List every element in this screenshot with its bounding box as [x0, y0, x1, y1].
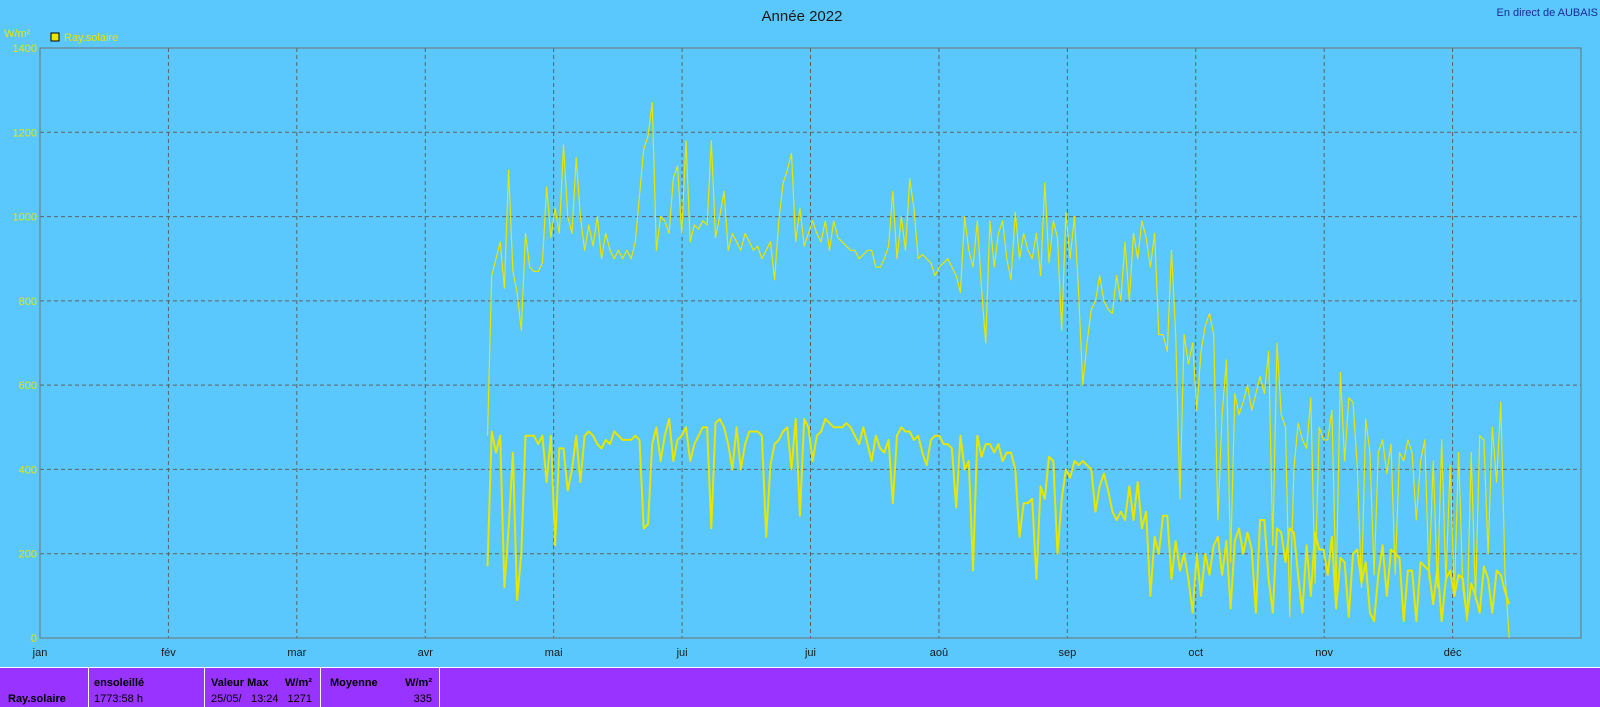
mean-header: Moyenne: [330, 677, 378, 689]
x-tick-label: avr: [418, 647, 434, 659]
mean-unit: W/m²: [405, 677, 432, 689]
stats-series-name: Ray.solaire: [8, 693, 66, 705]
legend: Ray.solaire: [50, 32, 118, 44]
y-tick-label: 800: [19, 296, 37, 308]
y-tick-label: 1000: [13, 212, 37, 224]
series-layer: [486, 101, 1511, 639]
max-time: 13:24: [251, 693, 279, 705]
y-tick-label: 0: [31, 633, 37, 645]
max-value: 1271: [287, 693, 312, 705]
y-axis: 0 200 400 600 800 1000 1200 1400: [13, 43, 37, 645]
y-axis-unit-label: W/m²: [4, 28, 31, 40]
live-station-label: En direct de AUBAIS: [1497, 7, 1599, 19]
mean-value: 335: [413, 693, 432, 705]
stats-sunshine-cell: ensoleillé 1773:58 h: [89, 668, 205, 707]
series-line-daily-max: [486, 101, 1510, 639]
x-tick-label: mai: [545, 647, 563, 659]
chart-title: Année 2022: [762, 8, 843, 25]
max-date: 25/05/: [211, 693, 242, 705]
x-tick-label: oct: [1188, 647, 1203, 659]
legend-label: Ray.solaire: [64, 32, 118, 44]
series-line-daily-mean: [486, 417, 1511, 623]
y-tick-label: 400: [19, 464, 37, 476]
x-tick-label: jan: [32, 647, 48, 659]
grid-layer: [40, 48, 1581, 638]
stats-max-cell: Valeur Max W/m² 25/05/ 13:24 1271: [205, 668, 321, 707]
x-tick-label: jui: [804, 647, 816, 659]
y-tick-label: 600: [19, 380, 37, 392]
y-tick-label: 1400: [13, 43, 37, 55]
x-tick-label: sep: [1058, 647, 1076, 659]
x-tick-label: jui: [676, 647, 688, 659]
plot-frame: [39, 47, 1582, 639]
x-tick-label: déc: [1444, 647, 1462, 659]
x-tick-label: fév: [161, 647, 176, 659]
y-tick-label: 200: [19, 549, 37, 561]
stats-series-cell: Ray.solaire: [0, 668, 89, 707]
solar-radiation-chart: Année 2022 En direct de AUBAIS W/m² Ray.…: [4, 7, 1599, 659]
stats-panel: Ray.solaire ensoleillé 1773:58 h Valeur …: [0, 667, 1600, 707]
stats-mean-cell: Moyenne W/m² 335: [321, 668, 440, 707]
y-tick-label: 1200: [13, 127, 37, 139]
sunshine-value: 1773:58 h: [94, 693, 143, 705]
x-tick-label: mar: [287, 647, 306, 659]
max-header: Valeur Max: [211, 677, 269, 689]
x-tick-label: nov: [1315, 647, 1333, 659]
sunshine-header: ensoleillé: [94, 677, 145, 689]
max-unit: W/m²: [285, 677, 312, 689]
legend-swatch: [50, 32, 60, 42]
x-tick-label: aoû: [930, 647, 948, 659]
x-axis: jan fév mar avr mai jui jui aoû sep oct nov déc: [32, 647, 1462, 659]
